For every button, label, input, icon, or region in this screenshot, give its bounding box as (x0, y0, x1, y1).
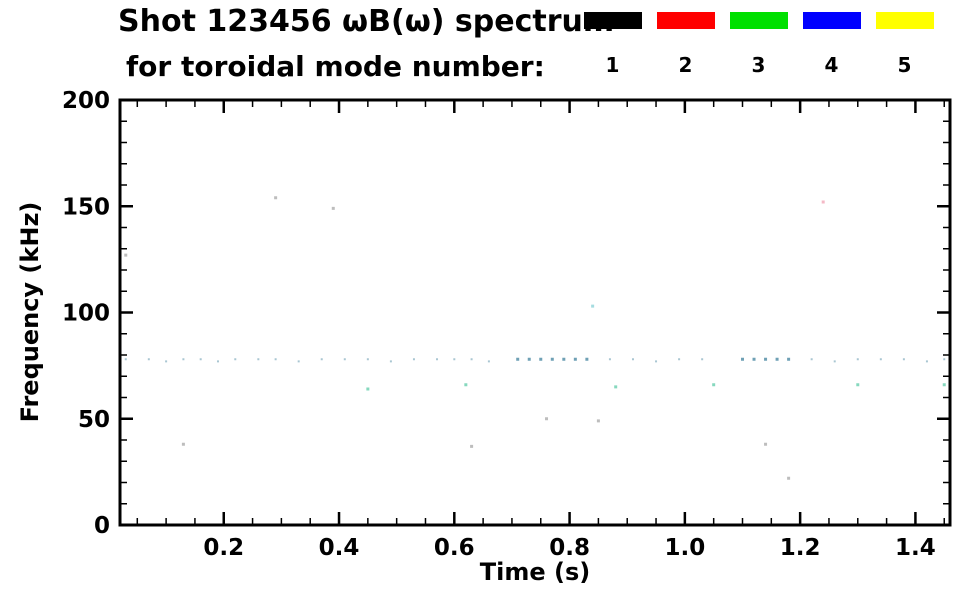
plot-subtitle: for toroidal mode number: (126, 50, 545, 83)
data-point (775, 357, 779, 361)
legend-number: 4 (824, 53, 839, 77)
data-point (752, 357, 756, 361)
data-point (550, 357, 554, 361)
data-point (343, 358, 346, 361)
legend-mode: 5 (868, 12, 941, 75)
x-tick-label: 1.4 (895, 535, 936, 561)
x-tick-label: 0.4 (319, 535, 360, 561)
legend-mode: 2 (649, 12, 722, 75)
x-tick-label: 0.6 (434, 535, 475, 561)
data-point (527, 357, 531, 361)
data-point (274, 196, 278, 200)
data-point (655, 360, 658, 363)
legend-swatch (656, 12, 715, 29)
data-point (539, 357, 543, 361)
data-point (487, 360, 490, 363)
data-point (274, 358, 277, 361)
data-point (631, 358, 634, 361)
legend-number: 3 (751, 53, 766, 77)
data-point (320, 358, 323, 361)
data-point (821, 200, 825, 204)
data-point (614, 385, 618, 389)
data-point (366, 387, 370, 391)
data-point (741, 357, 744, 361)
data-point (182, 358, 185, 361)
data-point (181, 442, 185, 446)
legend-mode: 3 (722, 12, 795, 75)
data-point (297, 360, 300, 363)
data-point (412, 358, 415, 361)
data-point (257, 358, 260, 361)
data-point (234, 358, 237, 361)
data-point (585, 357, 589, 361)
y-tick-label: 50 (78, 407, 110, 433)
data-point (436, 358, 439, 361)
data-point (856, 383, 860, 387)
data-point (712, 383, 716, 387)
data-point (764, 442, 768, 446)
data-point (516, 357, 520, 361)
data-point (608, 358, 611, 361)
data-point (787, 357, 791, 361)
data-point (573, 357, 577, 361)
legend-number: 1 (605, 53, 620, 77)
data-point (701, 358, 704, 361)
plot-title: Shot 123456 ωB(ω) spectrum (118, 4, 615, 39)
data-point (147, 358, 150, 361)
data-point (591, 304, 595, 308)
data-point (470, 358, 473, 361)
legend-swatch (583, 12, 642, 29)
data-point (833, 360, 836, 363)
data-point (856, 358, 859, 361)
x-tick-label: 0.8 (549, 535, 590, 561)
data-point (942, 383, 946, 387)
y-tick-label: 100 (62, 301, 110, 327)
y-tick-label: 150 (62, 194, 110, 220)
legend-number: 5 (897, 53, 912, 77)
x-tick-label: 1.0 (664, 535, 705, 561)
data-point (470, 444, 474, 448)
legend-number: 2 (678, 53, 693, 77)
legend-swatch (729, 12, 788, 29)
data-point (787, 476, 791, 480)
data-point (943, 358, 946, 361)
data-point (562, 357, 566, 361)
data-point (366, 358, 369, 361)
data-point (331, 206, 335, 210)
data-point (678, 358, 681, 361)
legend-mode: 4 (795, 12, 868, 75)
data-point (545, 417, 549, 421)
x-tick-label: 0.2 (203, 535, 244, 561)
data-point (596, 419, 600, 423)
x-axis-label: Time (s) (479, 558, 591, 586)
data-point (879, 358, 882, 361)
data-point (124, 358, 127, 361)
x-tick-label: 1.2 (780, 535, 821, 561)
data-point (464, 383, 468, 387)
y-tick-label: 0 (94, 513, 110, 539)
y-tick-label: 200 (62, 88, 110, 114)
data-point (764, 357, 768, 361)
data-point (199, 358, 202, 361)
legend-swatch (875, 12, 934, 29)
data-point (925, 360, 928, 363)
data-point (453, 358, 456, 361)
axes-frame (118, 98, 952, 527)
data-point (124, 253, 128, 257)
data-point (810, 358, 813, 361)
data-point (389, 360, 392, 363)
legend-swatch (802, 12, 861, 29)
legend-mode: 1 (576, 12, 649, 75)
data-point (216, 360, 219, 363)
data-point (165, 360, 168, 363)
data-point (902, 358, 905, 361)
mode-legend: 1 2 3 4 5 (576, 12, 942, 75)
